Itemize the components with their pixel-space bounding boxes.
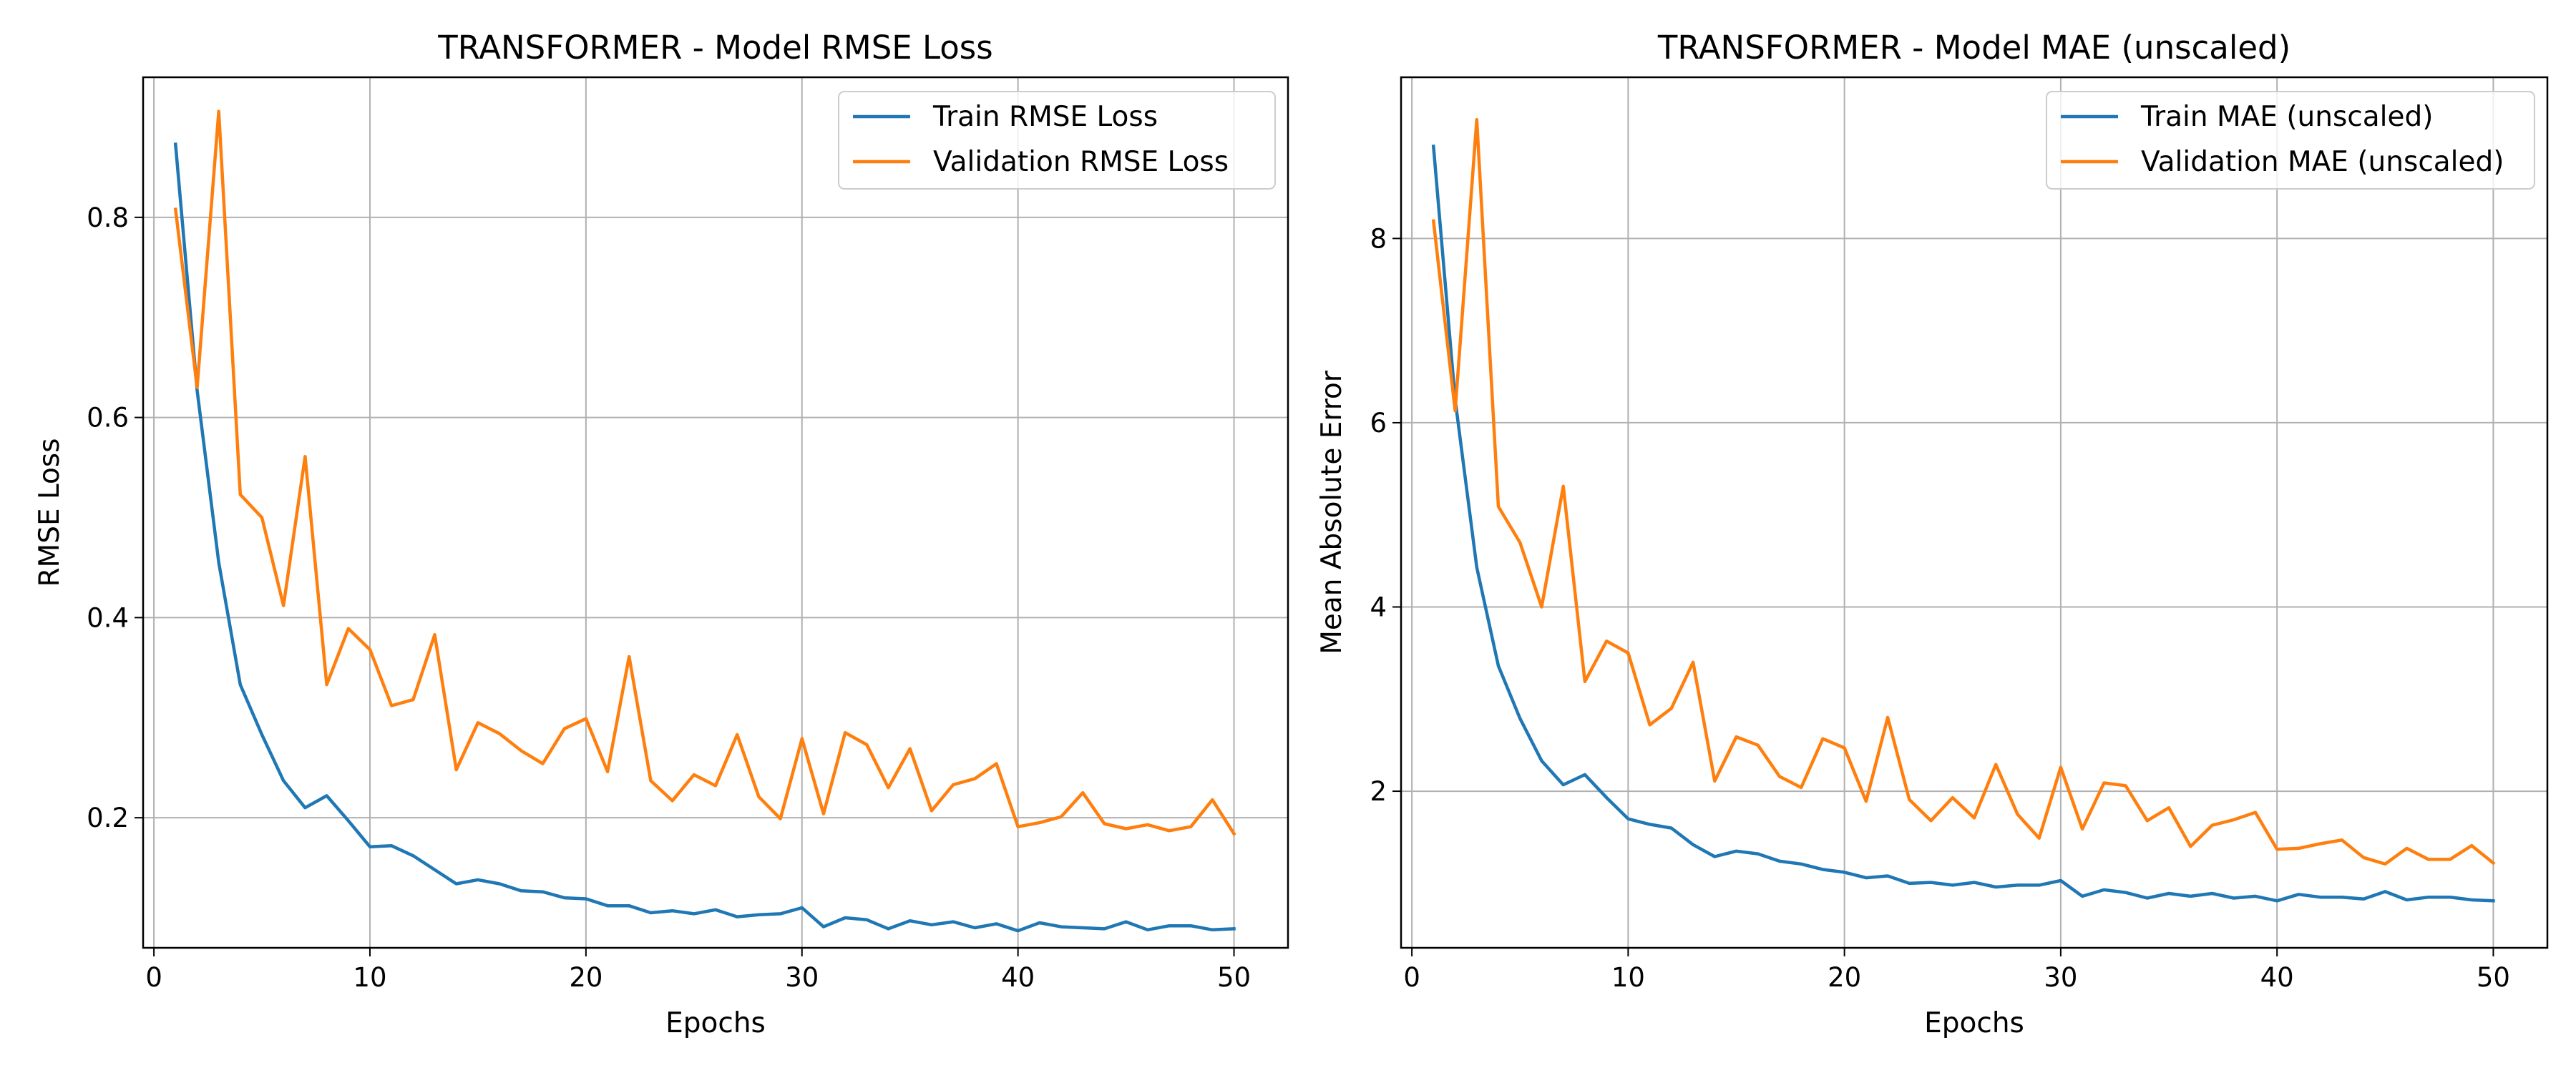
mae-panel: TRANSFORMER - Model MAE (unscaled) 0 10 20… [1316,29,2549,1039]
x-tick-label: 30 [785,962,819,993]
y-tick-label: 8 [1370,223,1387,254]
plot-frame [142,76,1289,949]
validation-series-line [1431,117,2496,866]
train-series-line [1431,144,2495,903]
x-tick-label: 10 [353,962,386,993]
plot-frame [1400,76,2549,949]
x-tick-label: 10 [1611,962,1645,993]
legend: Train MAE (unscaled) Validation MAE (uns… [2046,91,2535,190]
x-tick-label: 20 [1828,962,1861,993]
y-tick-label: 2 [1370,776,1387,807]
legend-label-validation: Validation MAE (unscaled) [2141,146,2504,178]
chart-title: TRANSFORMER - Model MAE (unscaled) [1657,29,2290,67]
chart-title: TRANSFORMER - Model RMSE Loss [437,29,992,67]
rmse-loss-panel: TRANSFORMER - Model RMSE Loss 0 10 20 30 40 5… [34,29,1289,1039]
train-series-line [173,142,1236,933]
y-tick-label: 4 [1370,592,1387,623]
y-tick-label: 0.8 [87,202,129,233]
x-tick-label: 0 [1403,962,1420,993]
y-tick-label: 0.6 [87,403,129,433]
y-axis-label: RMSE Loss [34,438,66,587]
legend-label-train: Train RMSE Loss [932,101,1158,133]
x-tick-label: 40 [2260,962,2294,993]
y-axis-label: Mean Absolute Error [1316,370,1348,655]
y-tick-label: 0.4 [87,602,129,633]
y-tick-label: 6 [1370,408,1387,438]
x-tick-label: 30 [2044,962,2077,993]
x-tick-label: 50 [2477,962,2510,993]
y-tick-label: 0.2 [87,803,129,833]
legend: Train RMSE Loss Validation RMSE Loss [838,91,1276,190]
x-tick-label: 40 [1001,962,1035,993]
x-axis-label: Epochs [1924,1007,2024,1039]
validation-series-line [173,109,1236,836]
x-tick-label: 50 [1217,962,1251,993]
legend-box [2046,91,2535,190]
x-tick-label: 0 [145,962,162,993]
x-axis-label: Epochs [665,1007,766,1039]
legend-label-validation: Validation RMSE Loss [933,146,1229,178]
legend-label-train: Train MAE (unscaled) [2140,101,2433,133]
x-tick-label: 20 [569,962,602,993]
legend-box [838,91,1276,190]
